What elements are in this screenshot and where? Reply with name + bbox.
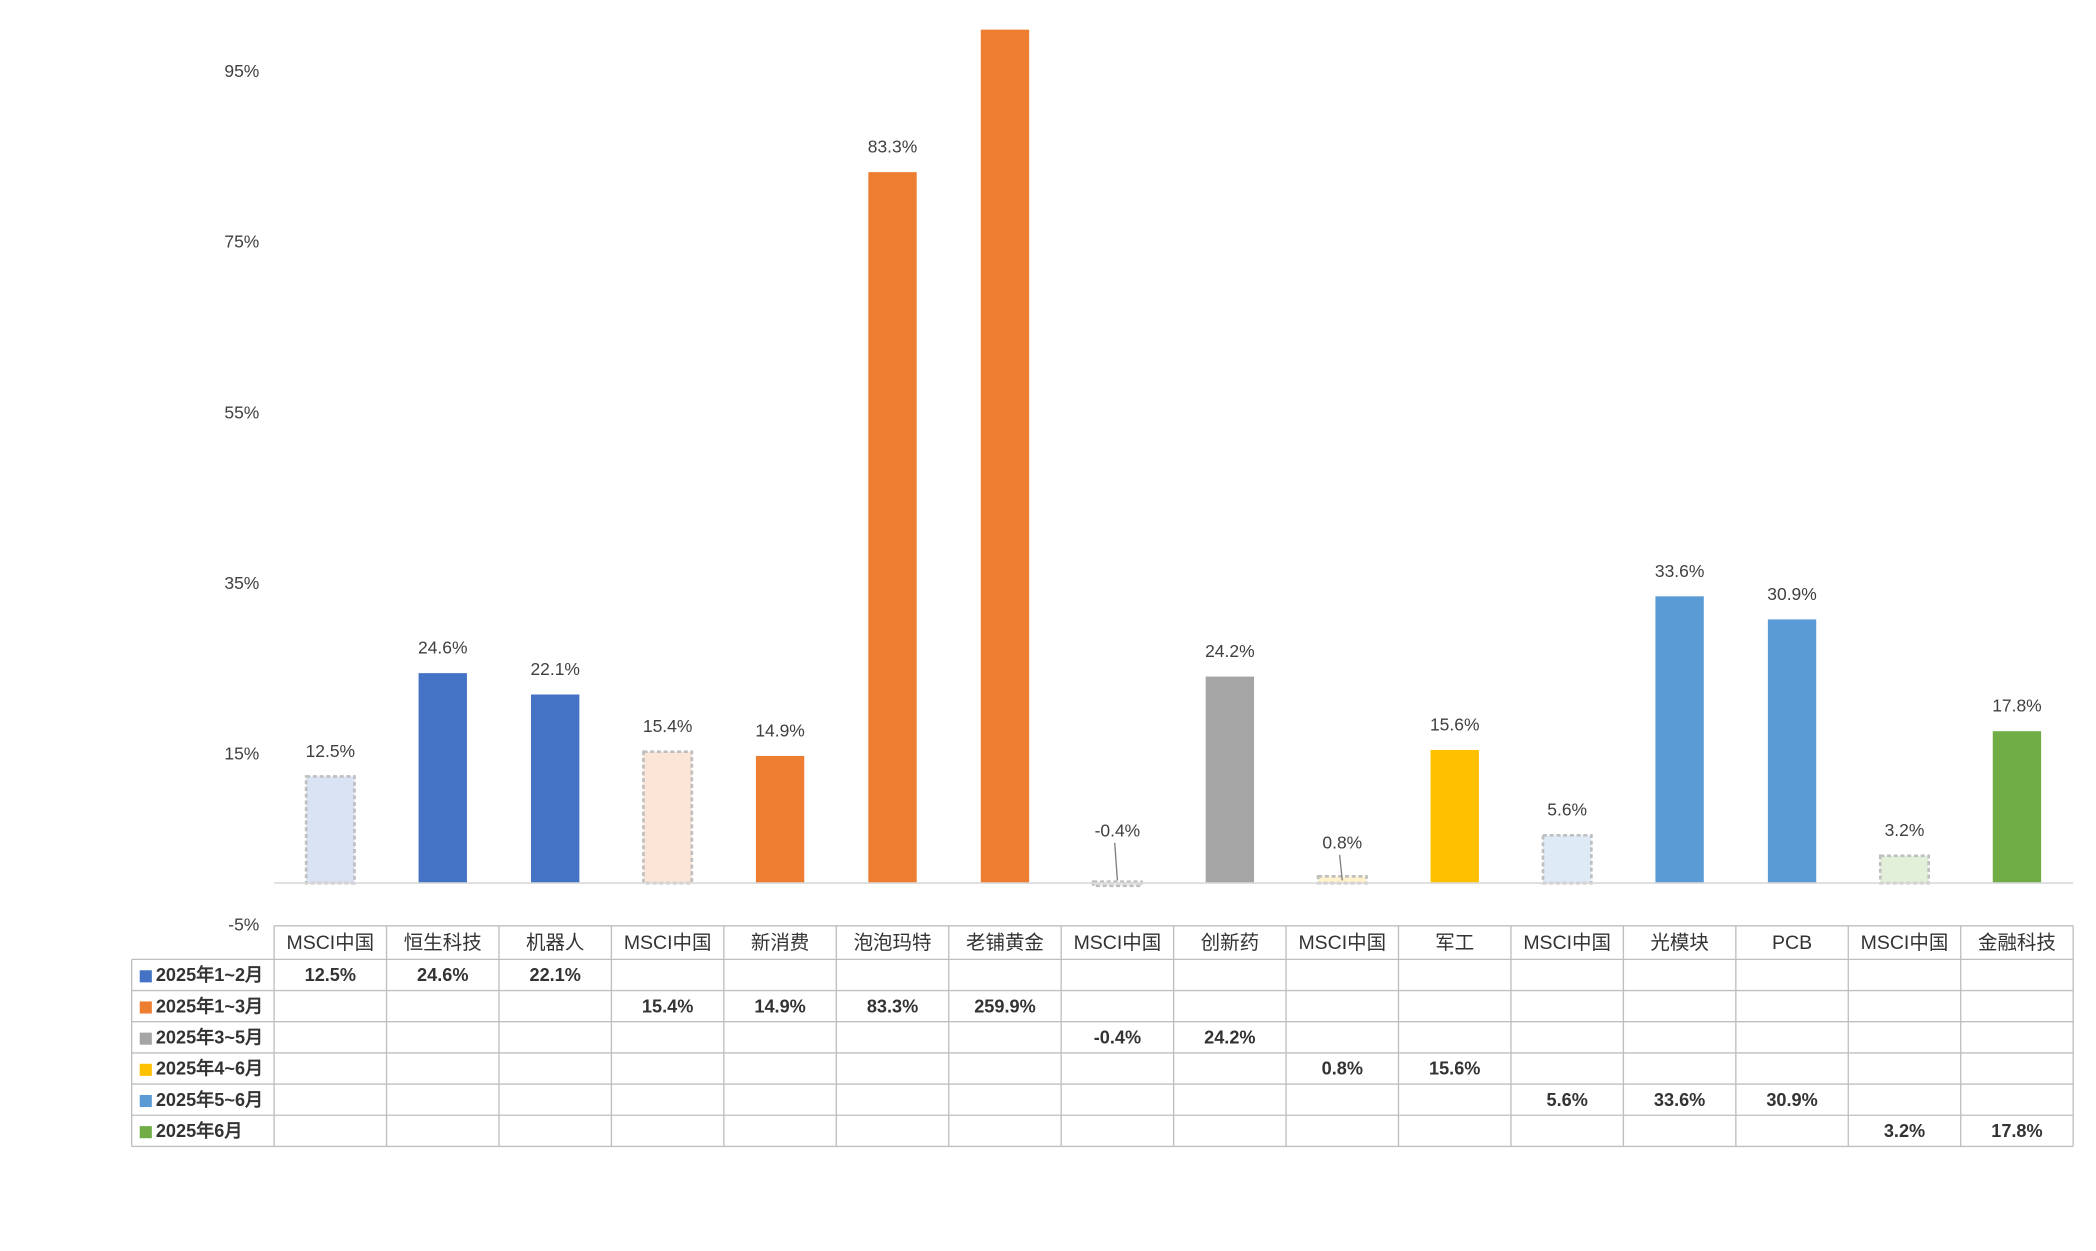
legend-label: 2025年1~2月 [156, 964, 263, 985]
legend-label: 2025年4~6月 [156, 1058, 263, 1079]
y-tick-label: 35% [224, 573, 259, 593]
y-tick-label: -5% [228, 914, 259, 934]
bar [1992, 731, 2042, 884]
data-label: 24.2% [1205, 641, 1255, 661]
bar [1878, 854, 1931, 885]
y-tick-label: 95% [224, 61, 259, 81]
table-cell: -0.4% [1094, 1027, 1141, 1047]
bar [1655, 596, 1704, 884]
data-label: 83.3% [868, 137, 918, 157]
bar [980, 29, 1030, 884]
table-cell: 30.9% [1766, 1090, 1817, 1110]
x-tick-label: MSCI中国 [624, 932, 712, 954]
data-label: 33.6% [1655, 561, 1705, 581]
data-label: 24.6% [418, 638, 468, 658]
plot-area [304, 29, 2042, 888]
data-label: 15.4% [643, 716, 693, 736]
table-cell: 83.3% [867, 996, 918, 1016]
x-tick-label: 创新药 [1201, 932, 1259, 954]
data-label: 22.1% [530, 659, 580, 679]
legend-key [139, 1094, 152, 1108]
legend-key [139, 1032, 152, 1045]
bar [1541, 833, 1593, 885]
x-tick-label: PCB [1772, 932, 1812, 954]
legend-label: 2025年6月 [156, 1120, 243, 1141]
legend-label: 2025年1~3月 [156, 995, 263, 1016]
x-tick-label: 恒生科技 [404, 932, 482, 954]
table-cell: 5.6% [1547, 1090, 1588, 1110]
leader-line [1114, 842, 1119, 881]
legend-label: 2025年5~6月 [156, 1089, 263, 1110]
bar [1767, 619, 1817, 884]
table-cell: 24.2% [1204, 1027, 1255, 1047]
y-tick-label: 15% [224, 744, 259, 764]
x-tick-label: MSCI中国 [1074, 932, 1162, 954]
y-tick-label: 55% [224, 402, 259, 422]
table-cell: 17.8% [1991, 1121, 2042, 1141]
bar [531, 694, 580, 884]
table-cell: 3.2% [1884, 1121, 1925, 1141]
data-label: -0.4% [1095, 821, 1141, 841]
legend-key [139, 970, 152, 983]
table-cell: 259.9% [974, 996, 1035, 1016]
data-label: 3.2% [1885, 820, 1925, 840]
data-label: 0.8% [1322, 833, 1362, 853]
data-label: 14.9% [755, 720, 805, 740]
legend-label: 2025年3~5月 [156, 1026, 263, 1047]
x-tick-label: 新消费 [751, 932, 809, 954]
table-cell: 33.6% [1654, 1090, 1705, 1110]
table-cell: 22.1% [529, 965, 580, 985]
data-label: 15.6% [1430, 714, 1479, 734]
table-cell: 24.6% [417, 965, 468, 985]
data-label: 12.5% [306, 741, 356, 761]
y-tick-label: 75% [224, 232, 259, 252]
legend-key [139, 1001, 152, 1014]
bar [1430, 749, 1479, 884]
legend-key [139, 1126, 152, 1139]
data-label: 17.8% [1992, 696, 2041, 716]
data-label: 30.9% [1767, 584, 1817, 604]
x-tick-label: 光模块 [1650, 932, 1708, 954]
table-cell: 15.4% [642, 996, 693, 1016]
table-cell: 15.6% [1429, 1059, 1480, 1079]
leader-line [1338, 854, 1343, 881]
x-tick-label: MSCI中国 [1298, 932, 1386, 954]
table-cell: 12.5% [305, 965, 356, 985]
legend-key [139, 1063, 152, 1076]
x-tick-label: 机器人 [526, 932, 584, 954]
x-tick-label: 军工 [1435, 932, 1474, 954]
bar [1205, 676, 1255, 884]
table-cell: 0.8% [1322, 1059, 1363, 1079]
x-tick-label: MSCI中国 [1523, 932, 1611, 954]
data-label: 5.6% [1547, 800, 1587, 820]
bar [418, 673, 467, 884]
table-cell: 14.9% [754, 996, 805, 1016]
x-tick-label: MSCI中国 [1861, 932, 1949, 954]
x-tick-label: 金融科技 [1978, 932, 2056, 954]
bar [642, 750, 694, 885]
bar [868, 172, 917, 884]
x-tick-label: 老铺黄金 [966, 932, 1044, 954]
bar [755, 755, 805, 884]
x-tick-label: MSCI中国 [287, 932, 375, 954]
bar [304, 775, 356, 885]
x-tick-label: 泡泡玛特 [854, 932, 932, 954]
